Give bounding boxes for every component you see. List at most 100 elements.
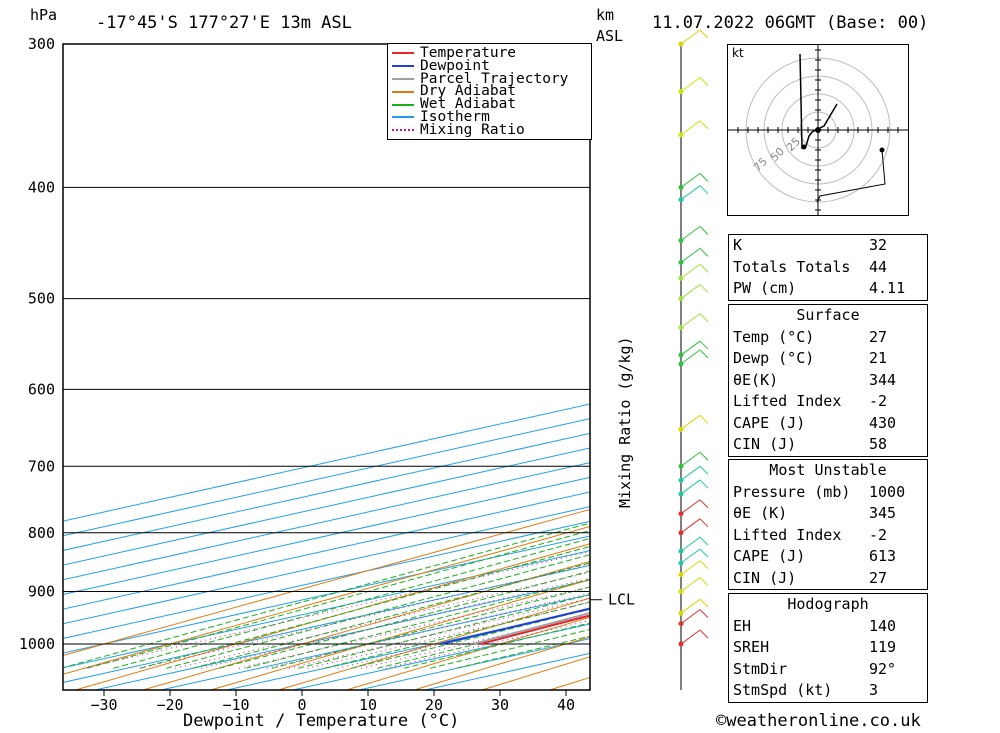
- temperature-tick-label: −30: [90, 696, 117, 714]
- legend-swatch: [392, 103, 414, 106]
- table-row-value: 119: [869, 638, 897, 656]
- table-row-label: Lifted Index: [733, 525, 842, 544]
- wet-adiabat-line: [245, 578, 590, 669]
- legend-label: Temperature: [420, 45, 517, 61]
- table-row-label: Temp (°C): [733, 327, 815, 346]
- isotherm-line: [63, 564, 590, 683]
- hodograph-center: [815, 127, 821, 133]
- table-row-value: 27: [869, 568, 888, 587]
- table-row-label: StmDir: [733, 659, 788, 678]
- wind-barb: [680, 263, 701, 279]
- wind-barb-flag: [699, 29, 709, 39]
- temperature-tick-label: −20: [156, 696, 183, 714]
- indices-table: K 32 Totals Totals 44 PW (cm) 4.11: [728, 234, 928, 301]
- table-row-value: -2: [869, 392, 888, 410]
- table-row-label: PW (cm): [733, 279, 797, 297]
- most-unstable-table: Most Unstable Pressure (mb) 1000 θE (K) 345…: [728, 459, 928, 590]
- wet-adiabat-line: [63, 522, 590, 669]
- table-row: EH 140: [729, 616, 927, 638]
- mixing-ratio-axis-label: Mixing Ratio (g/kg): [608, 336, 638, 528]
- wind-barb-flag: [699, 120, 709, 130]
- table-row: StmSpd (kt) 3: [729, 680, 927, 702]
- isotherm-line: [63, 520, 590, 639]
- legend-label: Parcel Trajectory: [420, 70, 569, 87]
- legend-label: Isotherm: [420, 108, 490, 125]
- temperature-tick-label: 30: [491, 696, 509, 714]
- wind-barb-flag: [699, 577, 709, 586]
- table-row-label: Lifted Index: [733, 392, 842, 410]
- table-row-label: θE (K): [733, 504, 788, 522]
- wind-barb: [680, 560, 701, 576]
- table-row-value: 613: [869, 547, 897, 565]
- hodograph-table-title: Hodograph: [787, 595, 869, 613]
- axis-labels: 300 400 500 600 700 800 900 1000 −30 −20 −10 0 10 20 3…: [19, 35, 635, 714]
- table-row-value: 344: [869, 370, 897, 389]
- wind-barb: [680, 548, 701, 564]
- table-row-label: Pressure (mb): [733, 482, 851, 501]
- wind-barb-flag: [699, 479, 709, 489]
- wind-barb-flag: [699, 465, 709, 475]
- legend-swatch: [392, 52, 414, 55]
- table-row-value: 27: [869, 327, 888, 346]
- table-row: θE(K) 344: [729, 370, 927, 392]
- legend-swatch: [392, 129, 414, 132]
- table-row-value: 140: [869, 616, 897, 635]
- table-row: CAPE (J) 430: [729, 413, 927, 435]
- legend-label: Mixing Ratio: [420, 121, 525, 138]
- table-row: Lifted Index -2: [729, 391, 927, 413]
- legend-swatch: [392, 90, 414, 93]
- wind-barb: [680, 120, 701, 136]
- wind-barb-flag: [699, 518, 709, 528]
- lcl-label: LCL: [608, 591, 635, 609]
- wet-adiabat-line: [192, 562, 590, 669]
- x-axis-title: Dewpoint / Temperature (°C): [183, 711, 460, 731]
- dry-adiabat-line: [952, 0, 1000, 692]
- wind-barb-flag: [699, 185, 709, 195]
- asl-label: ASL: [596, 27, 624, 45]
- legend-label: Dewpoint: [420, 57, 490, 74]
- wind-barb: [680, 248, 701, 263]
- table-row-label: CIN (J): [733, 435, 797, 453]
- temperature-tick-label: 0: [297, 696, 306, 714]
- legend-item: Isotherm: [388, 108, 591, 125]
- wet-adiabat-line: [86, 530, 590, 669]
- temperature-tick-label: 40: [557, 696, 575, 714]
- wind-barb: [680, 340, 701, 356]
- table-row: Temp (°C) 27: [729, 327, 927, 349]
- pressure-tick-label: 300: [28, 35, 55, 53]
- wind-barb: [680, 609, 701, 625]
- table-row: CIN (J) 27: [729, 568, 927, 590]
- hodograph-unit: kt: [732, 46, 744, 60]
- isobar-lines: [63, 43, 590, 645]
- hodograph-point: [879, 147, 885, 153]
- table-row-value: 4.11: [869, 279, 906, 297]
- wind-barb-flag: [699, 560, 709, 569]
- isotherm-line: [63, 535, 590, 654]
- plot-frame: [62, 43, 591, 691]
- table-row: Totals Totals 44: [729, 257, 927, 279]
- table-row: CAPE (J) 613: [729, 546, 927, 568]
- table-row-value: 44: [869, 257, 888, 276]
- legend-label: Wet Adiabat: [420, 96, 517, 113]
- isotherm-line: [63, 462, 590, 581]
- wind-barb-flag: [699, 451, 709, 461]
- legend-swatch: [392, 116, 414, 119]
- table-row-label: SREH: [733, 638, 770, 656]
- dry-adiabat-line: [344, 616, 590, 690]
- table-row-value: -2: [869, 525, 888, 544]
- legend-swatch: [392, 77, 414, 80]
- table-row-label: CAPE (J): [733, 413, 806, 432]
- km-label: km: [596, 6, 615, 24]
- wind-barb-flag: [699, 548, 709, 558]
- wind-barb-column: [678, 29, 709, 690]
- pressure-tick-label: 400: [28, 178, 55, 196]
- wind-barb: [680, 629, 701, 645]
- table-row-value: 430: [869, 413, 897, 432]
- wind-barb: [680, 536, 701, 552]
- credit-text[interactable]: ©weatheronline.co.uk: [716, 711, 921, 731]
- wind-barb-flag: [699, 284, 709, 293]
- pressure-tick-label: 600: [28, 380, 55, 398]
- legend-item: Temperature: [388, 45, 591, 61]
- table-row-value: 92°: [869, 659, 897, 678]
